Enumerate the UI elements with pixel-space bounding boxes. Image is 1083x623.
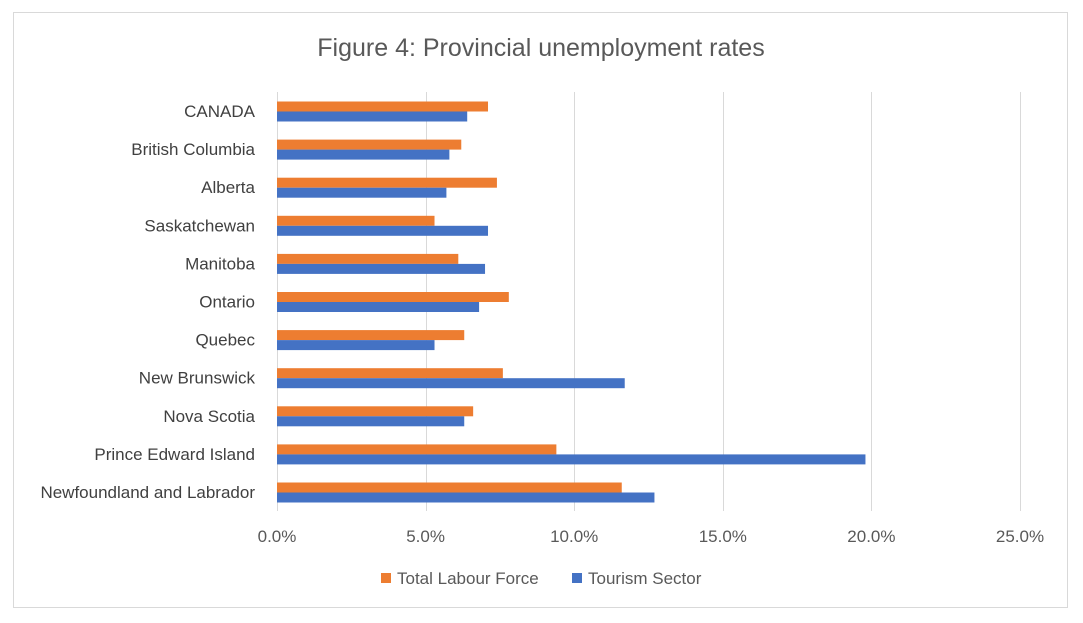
bar-total-labour-force	[277, 253, 459, 264]
bar-tourism-sector	[277, 454, 866, 465]
bar-tourism-sector	[277, 492, 655, 503]
chart-frame	[13, 12, 1068, 608]
category-label: Alberta	[201, 178, 255, 197]
x-tick-label: 15.0%	[699, 527, 747, 546]
x-tick-label: 10.0%	[550, 527, 598, 546]
x-tick-label: 0.0%	[258, 527, 297, 546]
category-label: Nova Scotia	[163, 407, 255, 426]
bar-tourism-sector	[277, 416, 465, 427]
bars-layer	[277, 101, 866, 503]
category-label: Quebec	[195, 331, 255, 350]
legend: Total Labour Force Tourism Sector	[381, 569, 702, 588]
category-labels: CANADA British Columbia Alberta Saskatchewa…	[40, 102, 255, 502]
x-tick-label: 5.0%	[406, 527, 445, 546]
x-tick-label: 25.0%	[996, 527, 1044, 546]
category-label: Saskatchewan	[144, 216, 255, 235]
legend-label: Total Labour Force	[397, 569, 539, 588]
legend-swatch	[381, 573, 391, 583]
bar-tourism-sector	[277, 225, 489, 236]
bar-total-labour-force	[277, 330, 465, 341]
bar-tourism-sector	[277, 340, 435, 351]
category-label: Prince Edward Island	[94, 445, 255, 464]
bar-tourism-sector	[277, 263, 486, 274]
category-label: Newfoundland and Labrador	[40, 483, 255, 502]
legend-label: Tourism Sector	[588, 569, 702, 588]
bar-total-labour-force	[277, 292, 509, 302]
bar-total-labour-force	[277, 482, 622, 493]
category-label: British Columbia	[131, 140, 255, 159]
bar-tourism-sector	[277, 187, 447, 198]
legend-swatch	[572, 573, 582, 583]
category-label: New Brunswick	[139, 369, 256, 388]
bar-tourism-sector	[277, 149, 450, 160]
bar-total-labour-force	[277, 139, 462, 150]
category-label: CANADA	[184, 102, 256, 121]
grid-layer	[277, 92, 1021, 511]
x-tick-label: 20.0%	[847, 527, 895, 546]
bar-total-labour-force	[277, 215, 435, 226]
x-axis-tick-labels: 0.0% 5.0% 10.0% 15.0% 20.0% 25.0%	[258, 527, 1044, 546]
chart-title: Figure 4: Provincial unemployment rates	[317, 34, 764, 62]
bar-total-labour-force	[277, 406, 474, 417]
bar-total-labour-force	[277, 444, 557, 455]
category-label: Ontario	[199, 293, 255, 312]
category-label: Manitoba	[185, 254, 255, 273]
bar-total-labour-force	[277, 368, 503, 379]
bar-tourism-sector	[277, 378, 625, 389]
bar-tourism-sector	[277, 111, 468, 122]
bar-total-labour-force	[277, 177, 497, 188]
bar-tourism-sector	[277, 302, 480, 312]
bar-total-labour-force	[277, 101, 489, 112]
